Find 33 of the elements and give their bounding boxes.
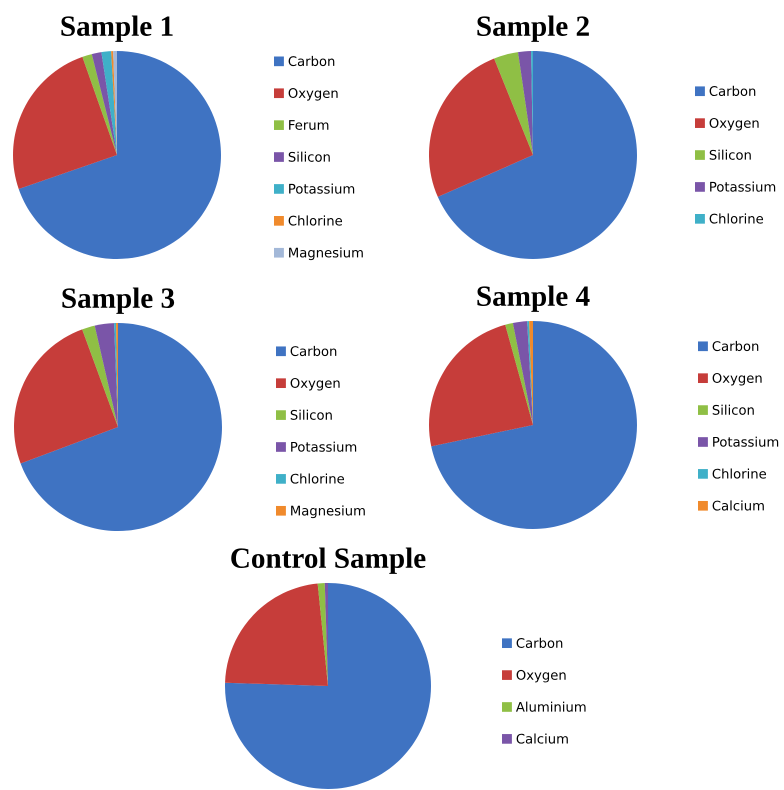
chart-title: Sample 3 — [62, 287, 174, 314]
legend-label: Chlorine — [288, 215, 342, 226]
legend-label: Carbon — [288, 56, 334, 66]
legend-label: Silicon — [712, 404, 754, 415]
legend-label: Magnesium — [291, 505, 365, 518]
legend-label: Carbon — [710, 86, 756, 96]
legend-label: Chlorine — [290, 473, 344, 484]
legend-label: Oxygen — [710, 118, 759, 130]
legend-label: Ferum — [289, 120, 328, 130]
legend-label: Oxygen — [712, 372, 762, 386]
legend-label: Silicon — [710, 150, 751, 160]
legend-label: Potassium — [291, 442, 356, 452]
legend-label: Carbon — [516, 638, 562, 648]
legend-label: Carbon — [712, 340, 758, 352]
legend-label: Oxygen — [516, 670, 566, 682]
legend-label: Calcium — [516, 733, 568, 744]
chart-title: Sample 1 — [61, 15, 173, 42]
legend-label: Silicon — [290, 410, 332, 420]
legend-label: Aluminium — [516, 702, 586, 712]
legend-label: Silicon — [288, 152, 330, 162]
legend-label: Carbon — [290, 346, 336, 356]
legend-label: Magnesium — [289, 247, 363, 260]
chart-title: Control Sample — [231, 547, 426, 574]
chart-title: Sample 4 — [477, 285, 590, 312]
legend-label: Potassium — [289, 184, 354, 194]
legend-label: Calcium — [712, 500, 764, 511]
legend-label: Chlorine — [712, 468, 766, 479]
legend-label: Chlorine — [710, 213, 764, 224]
legend-label: Potassium — [710, 182, 776, 192]
legend-label: Potassium — [713, 436, 778, 447]
chart-title: Sample 2 — [477, 15, 589, 42]
legend-label: Oxygen — [288, 88, 338, 101]
legend-label: Oxygen — [290, 378, 340, 391]
